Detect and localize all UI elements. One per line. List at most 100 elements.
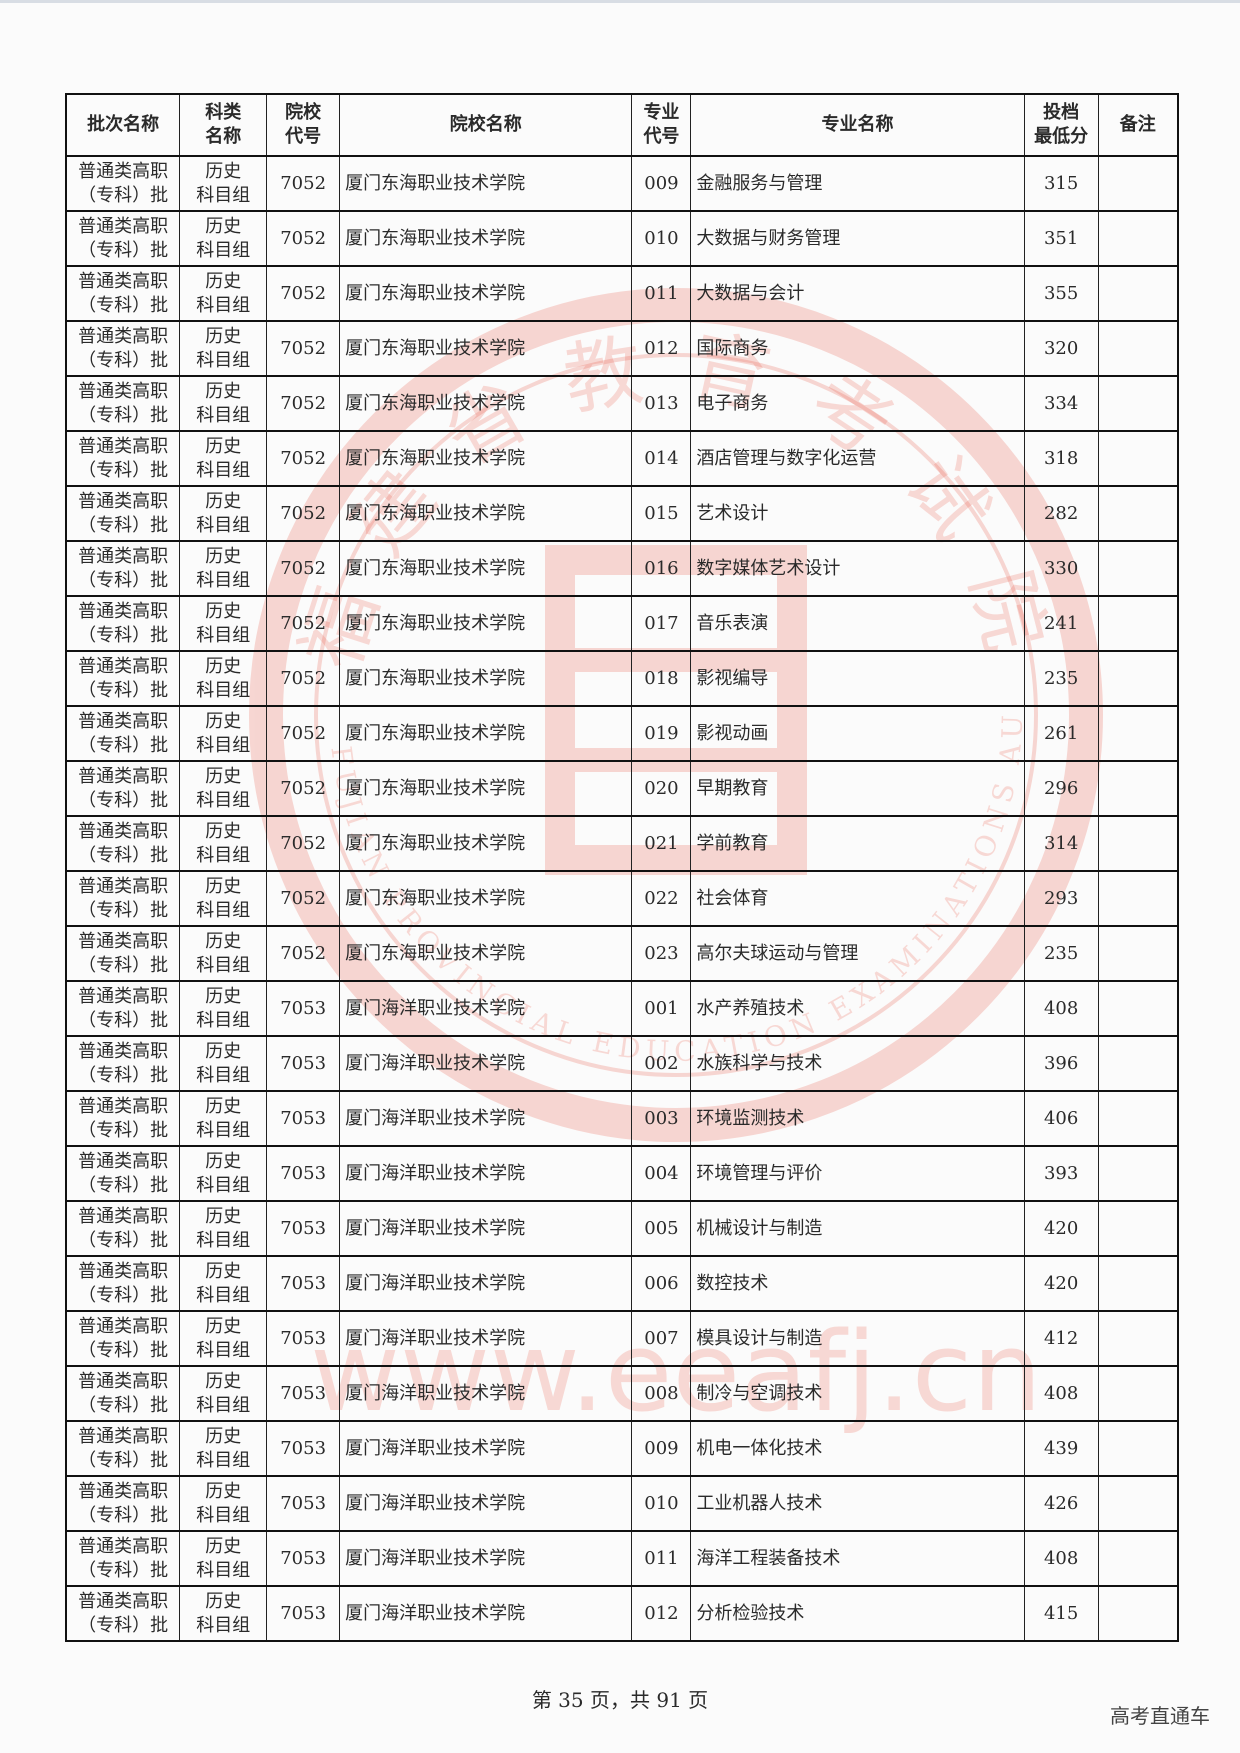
cell-text: 010 [644,1492,679,1514]
major-code-cell: 010 [631,210,692,267]
school-code-cell: 7053 [266,1310,341,1367]
batch-cell: 普通类高职 （专科）批 [65,1530,181,1587]
remarks-cell [1097,1475,1179,1532]
batch-cell: 普通类高职 （专科）批 [65,870,181,927]
header-text: 科类 [205,102,242,123]
cell-text: 历史 [205,985,242,1007]
cell-text: 003 [644,1107,679,1129]
major-code-cell: 019 [631,705,692,762]
major-name-cell: 影视编导 [690,650,1025,707]
cell-text: 006 [644,1272,679,1294]
cell-text: （专科）批 [78,734,169,756]
school-name-cell: 厦门海洋职业技术学院 [339,980,633,1037]
school-name-cell: 厦门海洋职业技术学院 [339,1310,633,1367]
cell-text: 环境监测技术 [696,1107,805,1129]
school-name-cell: 厦门海洋职业技术学院 [339,1255,633,1312]
header-subject-category: 科类 名称 [179,93,268,157]
cell-text: 科目组 [196,294,251,316]
major-name-cell: 海洋工程装备技术 [690,1530,1025,1587]
cell-text: 厦门海洋职业技术学院 [345,1437,526,1459]
cell-text: 科目组 [196,239,251,261]
header-major-name: 专业名称 [690,93,1025,157]
min-score-cell: 408 [1023,1530,1099,1587]
remarks-cell [1097,1310,1179,1367]
cell-text: （专科）批 [78,459,169,481]
min-score-cell: 235 [1023,650,1099,707]
cell-text: 009 [644,172,679,194]
cell-text: 015 [644,502,679,524]
major-code-cell: 004 [631,1145,692,1202]
table-row: 普通类高职 （专科）批 历史 科目组 7053 厦门海洋职业技术学院 010 工业机器人技术 4… [65,1475,1179,1532]
major-code-cell: 011 [631,265,692,322]
cell-text: 318 [1043,447,1079,469]
cell-text: 330 [1043,557,1079,579]
min-score-cell: 408 [1023,1365,1099,1422]
major-name-cell: 水族科学与技术 [690,1035,1025,1092]
remarks-cell [1097,320,1179,377]
cell-text: 机械设计与制造 [696,1217,823,1239]
cell-text: 历史 [205,215,242,237]
cell-text: 科目组 [196,1504,251,1526]
cell-text: （专科）批 [78,404,169,426]
cell-text: 影视动画 [696,722,769,744]
table-row: 普通类高职 （专科）批 历史 科目组 7052 厦门东海职业技术学院 011 大数据与会计 35… [65,265,1179,322]
table-row: 普通类高职 （专科）批 历史 科目组 7052 厦门东海职业技术学院 014 酒店管理与数字化… [65,430,1179,487]
remarks-cell [1097,540,1179,597]
cell-text: 历史 [205,1040,242,1062]
cell-text: 科目组 [196,899,251,921]
min-score-cell: 320 [1023,320,1099,377]
major-code-cell: 007 [631,1310,692,1367]
cell-text: 普通类高职 [78,710,169,732]
cell-text: 艺术设计 [696,502,769,524]
school-code-cell: 7052 [266,320,341,377]
major-name-cell: 机电一体化技术 [690,1420,1025,1477]
cell-text: 科目组 [196,734,251,756]
cell-text: 厦门东海职业技术学院 [345,447,526,469]
cell-text: 普通类高职 [78,1535,169,1557]
cell-text: 7053 [280,1547,327,1569]
cell-text: 023 [644,942,679,964]
cell-text: 7053 [280,997,327,1019]
cell-text: 历史 [205,765,242,787]
subject-cell: 历史 科目组 [179,925,268,982]
cell-text: （专科）批 [78,789,169,811]
major-code-cell: 012 [631,1585,692,1642]
header-text: 名称 [205,126,242,147]
cell-text: 科目组 [196,789,251,811]
school-name-cell: 厦门海洋职业技术学院 [339,1035,633,1092]
subject-cell: 历史 科目组 [179,1145,268,1202]
school-code-cell: 7053 [266,1420,341,1477]
cell-text: 历史 [205,325,242,347]
cell-text: 机电一体化技术 [696,1437,823,1459]
table-row: 普通类高职 （专科）批 历史 科目组 7052 厦门东海职业技术学院 010 大数据与财务管理… [65,210,1179,267]
remarks-cell [1097,1255,1179,1312]
school-code-cell: 7052 [266,210,341,267]
subject-cell: 历史 科目组 [179,1585,268,1642]
subject-cell: 历史 科目组 [179,1200,268,1257]
remarks-cell [1097,155,1179,212]
major-code-cell: 023 [631,925,692,982]
cell-text: 大数据与会计 [696,282,805,304]
cell-text: 厦门东海职业技术学院 [345,942,526,964]
cell-text: 002 [644,1052,679,1074]
min-score-cell: 406 [1023,1090,1099,1147]
cell-text: 293 [1043,887,1079,909]
major-name-cell: 社会体育 [690,870,1025,927]
cell-text: 7052 [280,777,327,799]
batch-cell: 普通类高职 （专科）批 [65,540,181,597]
table-row: 普通类高职 （专科）批 历史 科目组 7053 厦门海洋职业技术学院 011 海洋工程装备技术… [65,1530,1179,1587]
subject-cell: 历史 科目组 [179,1310,268,1367]
school-code-cell: 7052 [266,430,341,487]
cell-text: 厦门海洋职业技术学院 [345,1272,526,1294]
batch-cell: 普通类高职 （专科）批 [65,265,181,322]
cell-text: （专科）批 [78,1559,169,1581]
scan-edge [0,0,1240,3]
batch-cell: 普通类高职 （专科）批 [65,650,181,707]
remarks-cell [1097,1585,1179,1642]
cell-text: 420 [1043,1217,1079,1239]
remarks-cell [1097,375,1179,432]
cell-text: 历史 [205,490,242,512]
page-number: 第 35 页，共 91 页 [531,1688,709,1712]
min-score-cell: 318 [1023,430,1099,487]
school-name-cell: 厦门东海职业技术学院 [339,595,633,652]
